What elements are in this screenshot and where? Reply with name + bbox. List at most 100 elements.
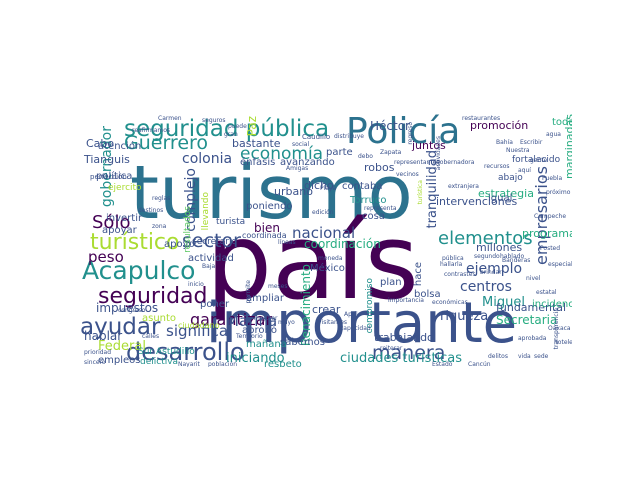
word-inicio: inicio xyxy=(188,281,204,288)
word-pais: país xyxy=(206,201,419,323)
word-restaurantes: restaurantes xyxy=(462,115,501,122)
word-capacidad: capacidad xyxy=(340,325,371,332)
word-contrastes: contrastes xyxy=(444,271,476,278)
word-cosa: cosa xyxy=(362,211,385,222)
word-crear: crear xyxy=(312,303,341,316)
word-intervenciones: intervenciones xyxy=(436,195,518,208)
word-bolsa: bolsa xyxy=(414,289,441,300)
word-especiales: especiales xyxy=(548,261,572,268)
word-poniendo: poniendo xyxy=(246,201,293,212)
word-manana: mañana xyxy=(246,339,287,350)
word-parte: parte xyxy=(326,147,353,158)
word-nivel: nivel xyxy=(526,275,541,282)
word-bien: bien xyxy=(254,221,280,235)
word-oaxaca: Oaxaca xyxy=(548,325,571,332)
word-april: April xyxy=(344,311,358,318)
word-centros: centros xyxy=(460,279,512,295)
word-mayo: mayo xyxy=(278,319,295,326)
word-delictiva: delictiva xyxy=(140,357,179,367)
word-juntos: juntos xyxy=(412,139,446,152)
word-baja: Baja xyxy=(202,263,216,270)
word-ciudades-turisticas: ciudades turísticas xyxy=(340,351,463,366)
word-cloud: turismo país importante Policía segurida… xyxy=(78,114,572,367)
word-manera: manera xyxy=(372,342,446,364)
word-mejorar: mejorar xyxy=(254,315,278,322)
word-actividad: actividad xyxy=(188,253,234,264)
word-ejercito: ejercito xyxy=(108,183,142,193)
word-marginadas: marginadas xyxy=(563,114,572,179)
word-poblacion: población xyxy=(208,361,238,368)
word-representa: representa xyxy=(364,205,397,212)
word-avanzando: avanzando xyxy=(280,157,335,168)
word-paz: Paz xyxy=(245,116,259,137)
word-estrategia: estrategia xyxy=(478,187,534,200)
word-acapulco: Acapulco xyxy=(82,256,196,285)
word-territorio: Territorio xyxy=(236,333,263,340)
word-hector: Héctor xyxy=(370,119,410,133)
word-brindar: brindar xyxy=(480,269,502,276)
word-desarrollo: desarrollo xyxy=(126,338,245,366)
word-aprobada: aprobada xyxy=(518,335,547,342)
word-recursos: recursos xyxy=(484,163,510,170)
word-robos: robos xyxy=(364,161,395,174)
word-hablar: hablar xyxy=(84,329,123,343)
word-llevando: llevando xyxy=(201,192,211,231)
word-coordinada: coordinada xyxy=(242,231,287,240)
word-regreso: regresó xyxy=(407,122,414,145)
word-significa: significa xyxy=(166,322,229,340)
word-ayudar: ayudar xyxy=(80,314,161,340)
word-poner: poner xyxy=(200,299,230,310)
word-fortalecido: fortalecido xyxy=(512,155,561,165)
word-caudillo: Caudillo xyxy=(302,133,331,141)
word-promocion: promoción xyxy=(470,119,529,132)
word-hablado: hablado xyxy=(500,253,525,260)
word-cancun: Cancún xyxy=(468,361,491,368)
word-invertir: invertir xyxy=(106,213,143,224)
word-hoteles: hoteles xyxy=(554,339,572,346)
word-reiterar: reiterar xyxy=(380,345,403,352)
word-amigas: Amigas xyxy=(286,165,309,172)
word-empleos: empleos xyxy=(98,355,141,366)
word-vida: vida xyxy=(518,353,531,360)
word-campeche: Campeche xyxy=(534,213,567,220)
word-aprobo: aprobó xyxy=(242,325,277,336)
word-peso: peso xyxy=(88,248,124,266)
word-economia: economía xyxy=(240,144,324,164)
word-enfasis: énfasis xyxy=(240,157,276,168)
word-turismo: turismo xyxy=(130,150,413,236)
word-reafirmamos: reafirmamos xyxy=(132,127,171,134)
word-programa: programa xyxy=(522,227,572,240)
word-nayarit: Nayarit xyxy=(178,361,200,368)
word-bastante: bastante xyxy=(232,137,281,150)
word-coordinacion: coordinación xyxy=(304,237,381,251)
word-trabajando: trabajando xyxy=(374,331,434,344)
word-mexico: México xyxy=(310,263,345,274)
word-prioridad: prioridad xyxy=(84,349,112,356)
word-todas: todas xyxy=(552,117,572,128)
word-congreso: congreso xyxy=(118,307,146,314)
word-social: social xyxy=(292,141,310,148)
word-debo: debo xyxy=(358,153,373,160)
word-importancia: importancia xyxy=(388,297,424,304)
word-turista: turista xyxy=(216,217,246,227)
word-moneda: moneda xyxy=(318,255,343,262)
word-politica: política xyxy=(96,171,133,182)
word-respeto: respeto xyxy=(264,359,302,368)
word-escribir: Escribir xyxy=(520,139,543,146)
word-representantes: representantes xyxy=(394,159,440,166)
word-riqueza: riqueza xyxy=(440,309,489,324)
word-ejemplo: ejemplo xyxy=(466,261,523,277)
word-contaba: contaba xyxy=(342,181,383,192)
word-agua: agua xyxy=(546,131,561,138)
word-zapata: Zapata xyxy=(380,149,402,156)
word-gobernadora: gobernadora xyxy=(436,159,475,166)
word-urbano: urbano xyxy=(274,185,313,198)
word-plan: plan xyxy=(380,277,402,288)
word-bahia: Bahía xyxy=(496,139,513,146)
word-ampliar: ampliar xyxy=(246,293,285,304)
word-meses: meses xyxy=(268,283,288,290)
word-millones: millones xyxy=(476,241,523,254)
word-carmen: Carmen xyxy=(158,115,182,122)
word-visitantes: visitantes xyxy=(318,319,348,326)
